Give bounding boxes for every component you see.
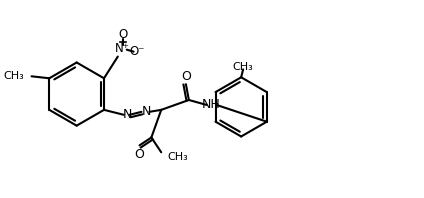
Text: N: N <box>142 105 151 118</box>
Text: O: O <box>118 28 127 41</box>
Text: N: N <box>123 108 132 121</box>
Text: CH₃: CH₃ <box>233 62 254 72</box>
Text: CH₃: CH₃ <box>167 152 188 162</box>
Text: O⁻: O⁻ <box>130 45 145 58</box>
Text: CH₃: CH₃ <box>3 71 24 81</box>
Text: N⁺: N⁺ <box>115 42 130 55</box>
Text: O: O <box>181 70 191 83</box>
Text: O: O <box>134 148 145 161</box>
Text: NH: NH <box>202 98 221 111</box>
